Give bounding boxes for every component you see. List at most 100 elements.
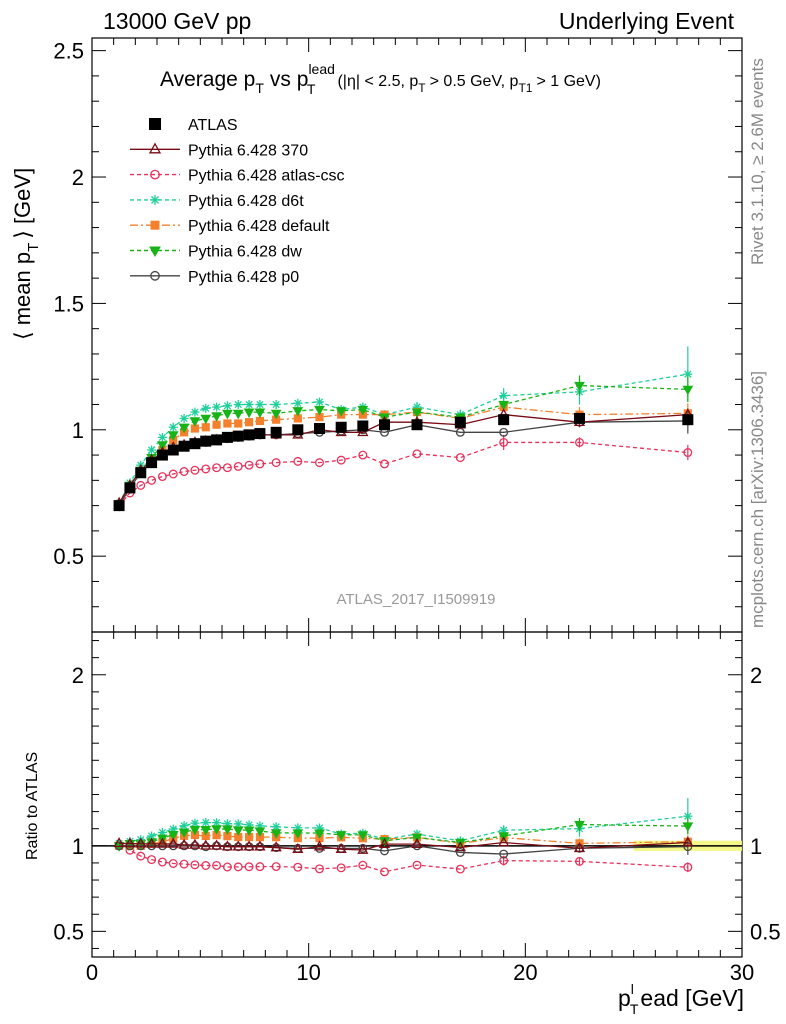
point-pythia-6-428-atlas-csc bbox=[157, 472, 167, 482]
ratio-point-pythia-6-428-370 bbox=[178, 838, 190, 849]
point-pythia-6-428-atlas-csc bbox=[380, 459, 389, 469]
legend-marker-atlas bbox=[149, 118, 161, 130]
ratio-point-pythia-6-428-atlas-csc bbox=[222, 862, 232, 872]
ratio-point-pythia-6-428-dw bbox=[292, 829, 304, 839]
point-pythia-6-428-default bbox=[234, 419, 243, 428]
point-pythia-6-428-dw bbox=[357, 405, 369, 416]
ratio-point-pythia-6-428-atlas-csc bbox=[201, 861, 211, 870]
point-pythia-6-428-atlas-csc bbox=[255, 459, 265, 469]
point-pythia-6-428-dw bbox=[222, 409, 233, 420]
point-pythia-6-428-atlas-csc bbox=[271, 458, 281, 468]
ratio-point-pythia-6-428-atlas-csc bbox=[168, 859, 178, 868]
point-pythia-6-428-dw bbox=[200, 414, 212, 425]
point-atlas bbox=[314, 423, 325, 435]
point-atlas bbox=[270, 426, 282, 438]
ratio-point-pythia-6-428-dw bbox=[335, 831, 347, 841]
point-pythia-6-428-d6t bbox=[244, 400, 254, 410]
lower-y-tick-label: 0.5 bbox=[53, 919, 84, 944]
ratio-point-pythia-6-428-370 bbox=[113, 837, 125, 848]
ratio-point-pythia-6-428-atlas-csc bbox=[315, 864, 324, 874]
ratio-point-pythia-6-428-dw bbox=[574, 820, 585, 831]
ratio-point-pythia-6-428-370 bbox=[167, 837, 179, 848]
ratio-point-pythia-6-428-370 bbox=[378, 837, 391, 848]
point-pythia-6-428-d6t bbox=[683, 369, 693, 379]
point-atlas bbox=[113, 500, 125, 512]
point-pythia-6-428-dw bbox=[270, 409, 282, 420]
point-pythia-6-428-atlas-csc bbox=[168, 469, 178, 479]
upper-y-tick-label: 2.5 bbox=[53, 39, 84, 64]
point-pythia-6-428-dw bbox=[178, 423, 190, 434]
ratio-point-pythia-6-428-370 bbox=[357, 843, 369, 854]
point-pythia-6-428-dw bbox=[167, 431, 179, 441]
point-pythia-6-428-atlas-csc bbox=[179, 467, 189, 476]
header-right: Underlying Event bbox=[559, 8, 735, 34]
point-atlas bbox=[411, 419, 423, 431]
point-atlas bbox=[292, 424, 304, 436]
upper-y-label: ⟨ mean pT ⟩ [GeV] bbox=[10, 168, 42, 340]
point-atlas bbox=[167, 444, 179, 456]
ratio-point-pythia-6-428-dw bbox=[243, 826, 255, 837]
point-atlas bbox=[335, 421, 347, 433]
ratio-point-pythia-6-428-atlas-csc bbox=[575, 856, 584, 866]
ratio-point-pythia-6-428-dw bbox=[379, 837, 390, 847]
point-pythia-6-428-dw bbox=[335, 407, 347, 417]
point-pythia-6-428-atlas-csc bbox=[575, 437, 584, 447]
point-pythia-6-428-atlas-csc bbox=[412, 449, 422, 459]
ratio-point-pythia-6-428-dw bbox=[314, 829, 325, 840]
point-pythia-6-428-atlas-csc bbox=[147, 475, 157, 485]
title-cuts-1-sub: T bbox=[418, 81, 426, 95]
x-tick-label: 10 bbox=[296, 960, 320, 985]
ratio-point-pythia-6-428-dw bbox=[254, 827, 266, 838]
point-pythia-6-428-default bbox=[244, 418, 254, 427]
ratio-point-pythia-6-428-dw bbox=[222, 825, 233, 836]
title-cuts-3: > 1 GeV) bbox=[536, 73, 600, 90]
lower-panel: 0 10 20 30 0.5 0.5 1 1 2 2 bbox=[53, 631, 781, 985]
chart-title: Average pT vs plead T (|η| < 2.5, pT > 0.5 G… bbox=[160, 61, 601, 97]
point-atlas bbox=[498, 414, 510, 426]
ratio-point-pythia-6-428-370 bbox=[682, 836, 694, 847]
legend-label-pythia-6-428-atlas-csc: Pythia 6.428 atlas-csc bbox=[188, 168, 345, 185]
ratio-point-pythia-6-428-dw bbox=[178, 828, 190, 839]
legend-label-pythia-6-428-d6t: Pythia 6.428 d6t bbox=[188, 193, 304, 210]
legend-label-pythia-6-428-default: Pythia 6.428 default bbox=[188, 218, 330, 235]
ratio-point-pythia-6-428-370 bbox=[270, 841, 282, 852]
ratio-point-pythia-6-428-370 bbox=[200, 839, 212, 850]
ratio-point-pythia-6-428-370 bbox=[454, 841, 466, 852]
ratio-point-pythia-6-428-atlas-csc bbox=[499, 856, 509, 866]
ratio-point-pythia-6-428-370 bbox=[411, 837, 423, 848]
mcplots-label: mcplots.cern.ch [arXiv:1306.3436] bbox=[748, 371, 767, 628]
point-pythia-6-428-d6t bbox=[233, 400, 243, 410]
ratio-point-pythia-6-428-atlas-csc bbox=[336, 863, 346, 873]
lower-y-tick-label-right: 0.5 bbox=[750, 919, 781, 944]
point-pythia-6-428-atlas-csc bbox=[455, 453, 465, 463]
upper-y-tick-label: 2 bbox=[72, 165, 84, 190]
ratio-point-pythia-6-428-370 bbox=[221, 840, 234, 851]
point-pythia-6-428-d6t bbox=[315, 397, 324, 407]
legend-marker-pythia-6-428-370 bbox=[148, 142, 162, 154]
point-pythia-6-428-d6t bbox=[168, 422, 178, 432]
point-pythia-6-428-dw bbox=[254, 408, 266, 419]
point-atlas bbox=[135, 467, 147, 479]
point-atlas bbox=[682, 414, 694, 426]
x-label-sub: T bbox=[630, 1001, 639, 1017]
lower-frame bbox=[91, 631, 743, 958]
ratio-point-pythia-6-428-atlas-csc bbox=[358, 860, 368, 870]
header-left: 13000 GeV pp bbox=[103, 8, 251, 34]
point-pythia-6-428-dw bbox=[157, 441, 168, 451]
lower-y-tick-label-right: 2 bbox=[750, 663, 762, 688]
upper-y-tick-label: 1.5 bbox=[53, 291, 84, 316]
lower-y-tick-label-right: 1 bbox=[750, 834, 762, 859]
analysis-id: ATLAS_2017_I1509919 bbox=[336, 591, 495, 608]
ratio-point-pythia-6-428-atlas-csc bbox=[412, 860, 422, 870]
series-line-pythia-6-428-p0 bbox=[118, 420, 688, 506]
ratio-point-pythia-6-428-d6t bbox=[179, 821, 189, 831]
point-pythia-6-428-atlas-csc bbox=[201, 464, 211, 474]
rivet-label: Rivet 3.1.10, ≥ 2.6M events bbox=[748, 58, 767, 265]
point-pythia-6-428-atlas-csc bbox=[190, 465, 200, 475]
ratio-point-pythia-6-428-dw bbox=[189, 825, 201, 836]
point-pythia-6-428-atlas-csc bbox=[233, 461, 243, 471]
title-vs: vs p bbox=[270, 68, 309, 91]
ratio-point-pythia-6-428-atlas-csc bbox=[212, 860, 222, 870]
point-pythia-6-428-atlas-csc bbox=[683, 448, 693, 458]
